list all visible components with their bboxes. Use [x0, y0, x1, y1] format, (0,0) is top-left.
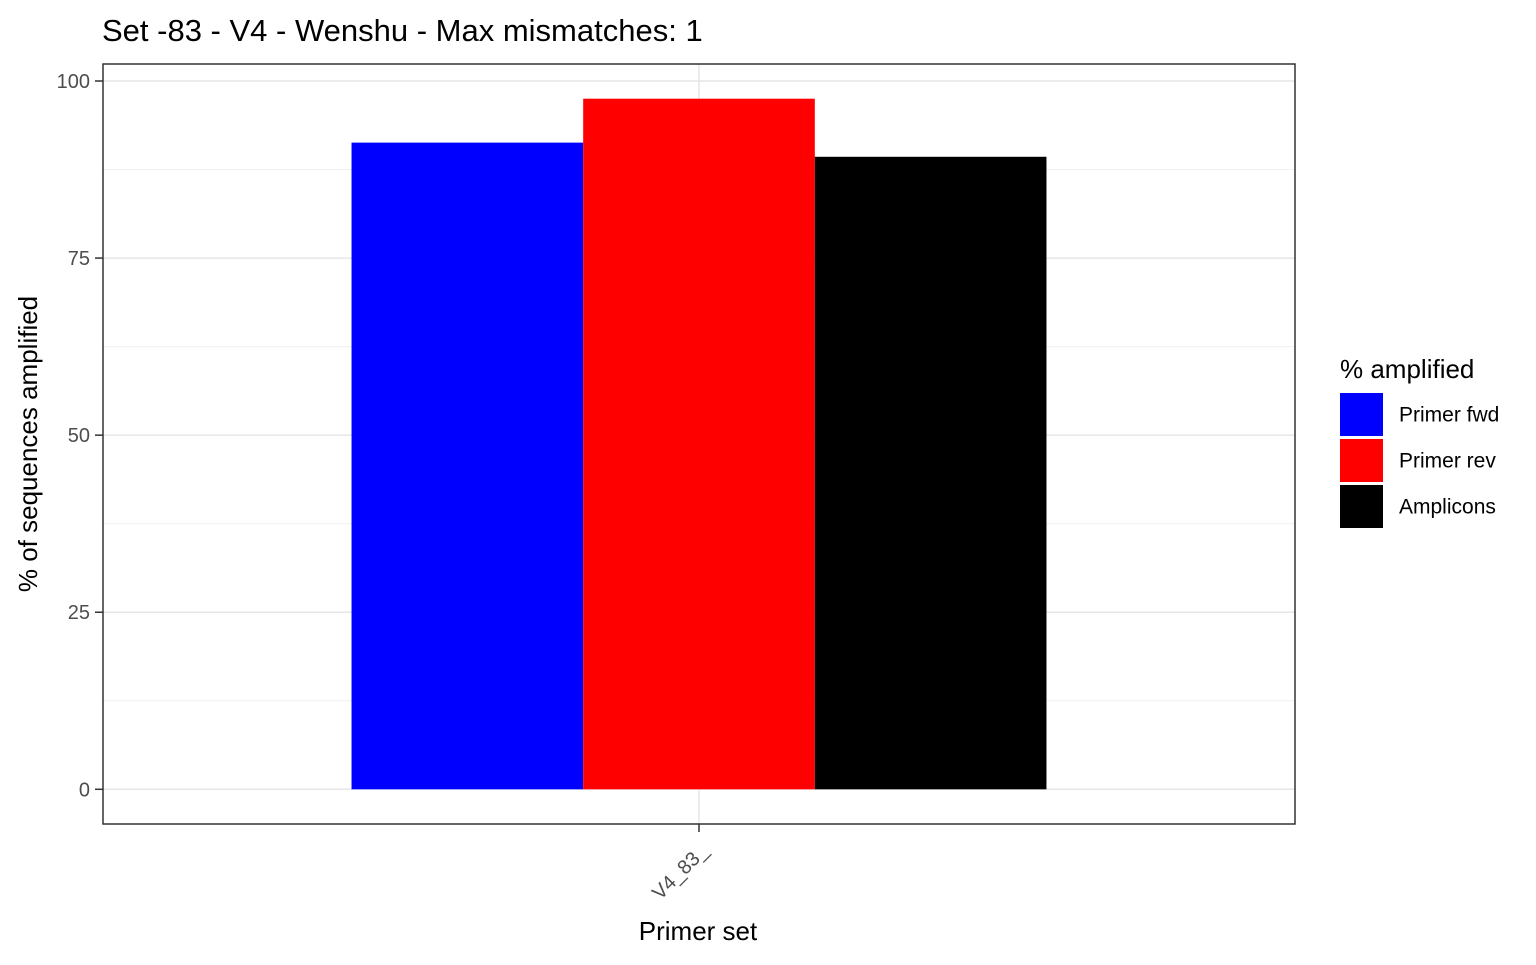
y-tick-label: 0	[79, 779, 90, 801]
y-tick-label: 100	[57, 71, 90, 93]
y-tick-label: 50	[68, 425, 90, 447]
legend-title: % amplified	[1340, 354, 1474, 384]
y-tick-label: 25	[68, 602, 90, 624]
bar-amplicons	[814, 156, 1047, 790]
panel-border	[102, 63, 1296, 825]
bar-primer-fwd	[351, 142, 584, 790]
legend-label: Primer rev	[1399, 450, 1496, 473]
legend-key-amplicons	[1340, 485, 1383, 528]
bar-primer-rev	[583, 98, 815, 790]
chart-title: Set -83 - V4 - Wenshu - Max mismatches: …	[102, 13, 703, 48]
x-axis-title: Primer set	[639, 916, 758, 946]
y-axis-title: % of sequences amplified	[13, 296, 43, 592]
legend-label: Primer fwd	[1399, 404, 1499, 427]
legend-key-primer-fwd	[1340, 393, 1383, 436]
y-tick-label: 75	[68, 248, 90, 270]
legend-key-primer-rev	[1340, 439, 1383, 482]
legend-label: Amplicons	[1399, 496, 1496, 519]
legend: % amplified Primer fwd Primer rev Amplicon…	[1340, 354, 1499, 528]
